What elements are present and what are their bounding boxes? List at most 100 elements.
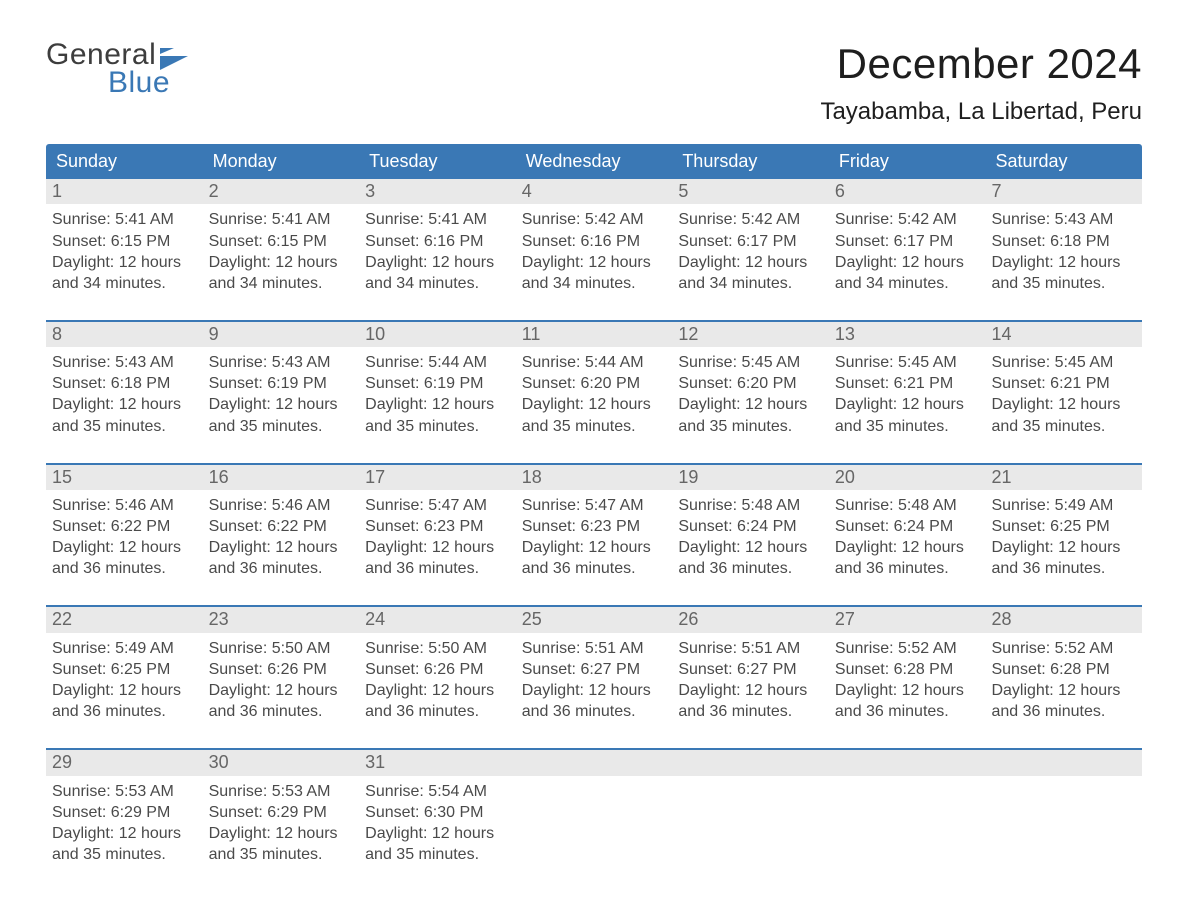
daylight-line-2: and 36 minutes. — [209, 558, 354, 579]
sunrise-line: Sunrise: 5:42 AM — [835, 209, 980, 230]
daylight-line-2: and 35 minutes. — [209, 844, 354, 865]
day-body: Sunrise: 5:52 AMSunset: 6:28 PMDaylight:… — [829, 633, 986, 726]
daylight-line-1: Daylight: 12 hours — [678, 537, 823, 558]
day-number: 27 — [829, 607, 986, 632]
sunrise-line: Sunrise: 5:42 AM — [522, 209, 667, 230]
daylight-line-2: and 36 minutes. — [52, 558, 197, 579]
daylight-line-2: and 35 minutes. — [835, 416, 980, 437]
day-number: 31 — [359, 750, 516, 775]
day-body: Sunrise: 5:44 AMSunset: 6:19 PMDaylight:… — [359, 347, 516, 440]
day-body: Sunrise: 5:42 AMSunset: 6:17 PMDaylight:… — [672, 204, 829, 297]
daylight-line-1: Daylight: 12 hours — [365, 252, 510, 273]
daylight-line-2: and 36 minutes. — [991, 558, 1136, 579]
sunset-line: Sunset: 6:28 PM — [991, 659, 1136, 680]
daylight-line-2: and 35 minutes. — [678, 416, 823, 437]
calendar-day: 29Sunrise: 5:53 AMSunset: 6:29 PMDayligh… — [46, 750, 203, 869]
day-body: Sunrise: 5:42 AMSunset: 6:16 PMDaylight:… — [516, 204, 673, 297]
calendar-day: 30Sunrise: 5:53 AMSunset: 6:29 PMDayligh… — [203, 750, 360, 869]
sunrise-line: Sunrise: 5:44 AM — [522, 352, 667, 373]
day-number: 23 — [203, 607, 360, 632]
daylight-line-1: Daylight: 12 hours — [678, 680, 823, 701]
calendar-day: 18Sunrise: 5:47 AMSunset: 6:23 PMDayligh… — [516, 465, 673, 584]
calendar-day: 17Sunrise: 5:47 AMSunset: 6:23 PMDayligh… — [359, 465, 516, 584]
day-body: Sunrise: 5:53 AMSunset: 6:29 PMDaylight:… — [203, 776, 360, 869]
header: General Blue December 2024 Tayabamba, La… — [46, 40, 1142, 126]
daylight-line-1: Daylight: 12 hours — [365, 823, 510, 844]
daylight-line-1: Daylight: 12 hours — [522, 680, 667, 701]
day-body: Sunrise: 5:43 AMSunset: 6:18 PMDaylight:… — [46, 347, 203, 440]
page-title: December 2024 — [820, 40, 1142, 88]
daylight-line-1: Daylight: 12 hours — [835, 680, 980, 701]
location-subtitle: Tayabamba, La Libertad, Peru — [820, 98, 1142, 126]
sunset-line: Sunset: 6:23 PM — [522, 516, 667, 537]
sunrise-line: Sunrise: 5:45 AM — [835, 352, 980, 373]
daylight-line-2: and 35 minutes. — [365, 844, 510, 865]
sunset-line: Sunset: 6:27 PM — [678, 659, 823, 680]
day-number: 25 — [516, 607, 673, 632]
daylight-line-2: and 36 minutes. — [522, 701, 667, 722]
day-number: 16 — [203, 465, 360, 490]
calendar-day: 5Sunrise: 5:42 AMSunset: 6:17 PMDaylight… — [672, 179, 829, 298]
calendar-day: 13Sunrise: 5:45 AMSunset: 6:21 PMDayligh… — [829, 322, 986, 441]
calendar-day: 22Sunrise: 5:49 AMSunset: 6:25 PMDayligh… — [46, 607, 203, 726]
day-number: 5 — [672, 179, 829, 204]
dow-friday: Friday — [829, 144, 986, 179]
sunset-line: Sunset: 6:16 PM — [365, 231, 510, 252]
calendar-day: 21Sunrise: 5:49 AMSunset: 6:25 PMDayligh… — [985, 465, 1142, 584]
daylight-line-1: Daylight: 12 hours — [209, 680, 354, 701]
dow-thursday: Thursday — [672, 144, 829, 179]
sunrise-line: Sunrise: 5:41 AM — [209, 209, 354, 230]
daylight-line-2: and 35 minutes. — [991, 416, 1136, 437]
daylight-line-1: Daylight: 12 hours — [52, 394, 197, 415]
sunrise-line: Sunrise: 5:51 AM — [678, 638, 823, 659]
daylight-line-1: Daylight: 12 hours — [209, 537, 354, 558]
sunrise-line: Sunrise: 5:53 AM — [52, 781, 197, 802]
sunset-line: Sunset: 6:25 PM — [991, 516, 1136, 537]
day-number: 14 — [985, 322, 1142, 347]
day-body: Sunrise: 5:49 AMSunset: 6:25 PMDaylight:… — [985, 490, 1142, 583]
calendar-day — [985, 750, 1142, 869]
day-number: 4 — [516, 179, 673, 204]
daylight-line-1: Daylight: 12 hours — [52, 823, 197, 844]
day-body: Sunrise: 5:51 AMSunset: 6:27 PMDaylight:… — [672, 633, 829, 726]
sunset-line: Sunset: 6:18 PM — [52, 373, 197, 394]
sunrise-line: Sunrise: 5:42 AM — [678, 209, 823, 230]
day-number: 24 — [359, 607, 516, 632]
day-body: Sunrise: 5:44 AMSunset: 6:20 PMDaylight:… — [516, 347, 673, 440]
daylight-line-2: and 35 minutes. — [991, 273, 1136, 294]
dow-saturday: Saturday — [985, 144, 1142, 179]
daylight-line-1: Daylight: 12 hours — [991, 680, 1136, 701]
sunrise-line: Sunrise: 5:46 AM — [209, 495, 354, 516]
sunset-line: Sunset: 6:29 PM — [209, 802, 354, 823]
daylight-line-2: and 35 minutes. — [365, 416, 510, 437]
calendar-week: 22Sunrise: 5:49 AMSunset: 6:25 PMDayligh… — [46, 605, 1142, 726]
sunset-line: Sunset: 6:20 PM — [522, 373, 667, 394]
sunset-line: Sunset: 6:17 PM — [678, 231, 823, 252]
daylight-line-2: and 35 minutes. — [209, 416, 354, 437]
daylight-line-1: Daylight: 12 hours — [991, 252, 1136, 273]
day-number: 21 — [985, 465, 1142, 490]
day-body: Sunrise: 5:45 AMSunset: 6:21 PMDaylight:… — [829, 347, 986, 440]
day-number: 2 — [203, 179, 360, 204]
day-body: Sunrise: 5:48 AMSunset: 6:24 PMDaylight:… — [672, 490, 829, 583]
sunrise-line: Sunrise: 5:47 AM — [522, 495, 667, 516]
day-of-week-header: Sunday Monday Tuesday Wednesday Thursday… — [46, 144, 1142, 179]
day-number: 7 — [985, 179, 1142, 204]
sunrise-line: Sunrise: 5:45 AM — [991, 352, 1136, 373]
daylight-line-2: and 34 minutes. — [678, 273, 823, 294]
day-number: 10 — [359, 322, 516, 347]
daylight-line-1: Daylight: 12 hours — [209, 252, 354, 273]
day-number: 19 — [672, 465, 829, 490]
daylight-line-2: and 36 minutes. — [678, 558, 823, 579]
daylight-line-2: and 34 minutes. — [365, 273, 510, 294]
day-body: Sunrise: 5:41 AMSunset: 6:16 PMDaylight:… — [359, 204, 516, 297]
sunrise-line: Sunrise: 5:45 AM — [678, 352, 823, 373]
calendar-day: 11Sunrise: 5:44 AMSunset: 6:20 PMDayligh… — [516, 322, 673, 441]
day-number: 8 — [46, 322, 203, 347]
sunrise-line: Sunrise: 5:43 AM — [209, 352, 354, 373]
day-number — [985, 750, 1142, 775]
day-body: Sunrise: 5:46 AMSunset: 6:22 PMDaylight:… — [46, 490, 203, 583]
brand-word2: Blue — [46, 68, 194, 98]
sunset-line: Sunset: 6:30 PM — [365, 802, 510, 823]
day-body: Sunrise: 5:41 AMSunset: 6:15 PMDaylight:… — [203, 204, 360, 297]
